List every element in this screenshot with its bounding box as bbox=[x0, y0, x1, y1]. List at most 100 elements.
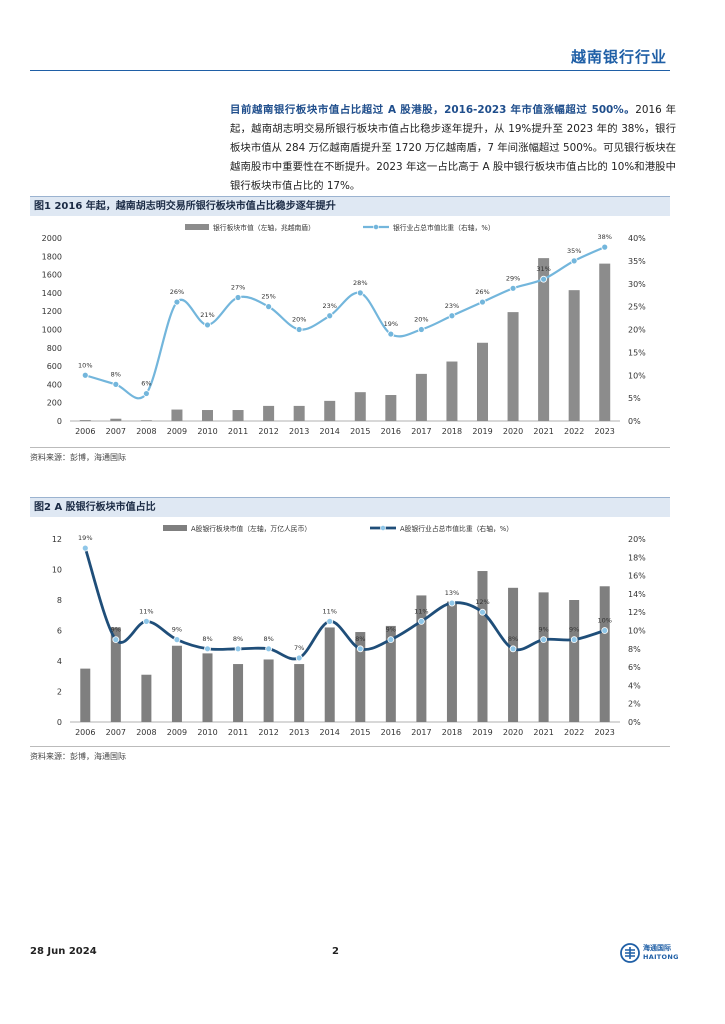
fig1-x-tick: 2010 bbox=[197, 427, 217, 436]
fig2-x-tick: 2015 bbox=[350, 728, 370, 737]
fig2-bar bbox=[569, 600, 580, 722]
fig1-legend-line-label: 银行业占总市值比重（右轴，%） bbox=[393, 223, 495, 232]
fig2-y-left-tick: 6 bbox=[57, 627, 62, 636]
fig2-line-point bbox=[326, 617, 334, 625]
intro-lead: 目前越南银行板块市值占比超过 A 股港股，2016-2023 年市值涨幅超过 5… bbox=[230, 104, 636, 116]
fig1-bar bbox=[202, 410, 213, 421]
logo-text-cn: 海通国际 bbox=[643, 944, 671, 952]
fig1-data-label: 23% bbox=[445, 302, 459, 310]
fig1-line-point bbox=[387, 330, 395, 338]
fig1-line-point bbox=[112, 380, 120, 388]
figure1-source-divider bbox=[30, 447, 670, 448]
fig2-y-right-tick: 16% bbox=[628, 572, 646, 581]
fig1-data-label: 20% bbox=[292, 316, 306, 324]
fig1-data-label: 35% bbox=[567, 247, 581, 255]
fig2-line-point bbox=[81, 544, 89, 552]
fig2-legend-line-marker bbox=[380, 525, 386, 531]
fig2-x-tick: 2006 bbox=[75, 728, 95, 737]
fig1-line-point bbox=[448, 312, 456, 320]
fig2-bar bbox=[233, 664, 244, 722]
fig2-x-tick: 2020 bbox=[503, 728, 523, 737]
fig2-data-label: 7% bbox=[294, 644, 304, 652]
fig1-x-tick: 2021 bbox=[533, 427, 553, 436]
fig2-y-right-tick: 20% bbox=[628, 535, 646, 544]
fig1-y-right-tick: 0% bbox=[628, 417, 641, 426]
fig1-bar bbox=[324, 400, 336, 421]
fig1-x-tick: 2022 bbox=[564, 427, 584, 436]
fig1-x-tick: 2009 bbox=[167, 427, 187, 436]
fig2-bar bbox=[416, 595, 427, 722]
fig1-bar bbox=[507, 312, 519, 421]
fig1-x-tick: 2020 bbox=[503, 427, 523, 436]
fig1-y-right-tick: 10% bbox=[628, 371, 646, 380]
fig2-data-label: 19% bbox=[78, 534, 92, 542]
fig2-data-label: 8% bbox=[233, 635, 243, 643]
fig1-series-line bbox=[84, 246, 606, 400]
fig2-y-left-tick: 2 bbox=[57, 688, 62, 697]
fig2-data-label: 11% bbox=[414, 607, 428, 615]
fig2-legend-line-label: A股银行业占总市值比重（右轴，%） bbox=[400, 524, 513, 533]
fig1-x-tick: 2016 bbox=[381, 427, 401, 436]
fig2-bar bbox=[355, 632, 366, 722]
logo-text-en: HAITONG bbox=[643, 953, 679, 961]
fig2-data-label: 9% bbox=[569, 626, 579, 634]
header-divider bbox=[30, 70, 670, 71]
fig2-x-tick: 2011 bbox=[228, 728, 248, 737]
report-title: 越南银行行业 bbox=[570, 48, 667, 66]
fig1-line-point bbox=[356, 289, 364, 297]
fig1-bar bbox=[232, 410, 244, 421]
haitong-logo: 海通国际 HAITONG bbox=[620, 940, 680, 966]
fig1-line-point bbox=[326, 312, 334, 320]
fig2-line-point bbox=[509, 645, 517, 653]
figure2-source: 资料来源：彭博，海通国际 bbox=[30, 752, 126, 761]
fig1-line-point bbox=[204, 321, 211, 329]
fig1-y-left-tick: 600 bbox=[47, 362, 62, 371]
fig1-line-point bbox=[234, 294, 242, 301]
fig2-line-point bbox=[234, 645, 242, 653]
fig2-data-label: 8% bbox=[202, 635, 212, 643]
fig1-legend-bar-swatch bbox=[185, 224, 209, 230]
fig2-x-tick: 2023 bbox=[595, 728, 615, 737]
fig2-line-point bbox=[295, 654, 303, 662]
fig2-x-tick: 2014 bbox=[320, 728, 340, 737]
fig2-bar bbox=[477, 571, 488, 722]
fig1-x-tick: 2017 bbox=[411, 427, 431, 436]
fig1-y-left-tick: 200 bbox=[47, 399, 62, 408]
fig1-line-point bbox=[540, 275, 548, 283]
fig1-x-tick: 2014 bbox=[320, 427, 340, 436]
fig1-data-label: 25% bbox=[261, 293, 275, 301]
fig2-y-left-tick: 12 bbox=[52, 535, 62, 544]
fig2-x-tick: 2013 bbox=[289, 728, 309, 737]
fig2-bar bbox=[599, 586, 610, 722]
fig2-data-label: 9% bbox=[538, 626, 548, 634]
footer-date: 28 Jun 2024 bbox=[30, 946, 97, 957]
fig1-bar bbox=[538, 258, 550, 421]
fig1-legend-line-marker bbox=[373, 224, 379, 230]
fig2-line-point bbox=[601, 627, 609, 634]
fig1-y-right-tick: 35% bbox=[628, 257, 646, 266]
fig2-line-point bbox=[448, 599, 456, 607]
fig2-bar bbox=[446, 601, 457, 722]
fig1-data-label: 31% bbox=[536, 265, 550, 273]
fig2-series-line bbox=[83, 547, 606, 661]
fig1-bar bbox=[140, 420, 152, 421]
fig2-bar bbox=[538, 592, 549, 722]
fig1-y-right-tick: 15% bbox=[628, 348, 646, 357]
fig1-line-point bbox=[142, 390, 150, 397]
fig2-y-right-tick: 10% bbox=[628, 627, 646, 636]
fig1-bar bbox=[110, 418, 122, 421]
fig1-bar bbox=[415, 373, 427, 421]
fig2-bar bbox=[294, 664, 305, 722]
fig1-bar bbox=[446, 361, 458, 421]
fig2-line-point bbox=[265, 645, 273, 653]
fig1-y-left-tick: 2000 bbox=[42, 234, 62, 243]
fig1-x-tick: 2007 bbox=[106, 427, 126, 436]
fig1-data-label: 6% bbox=[141, 380, 151, 388]
fig2-line-point bbox=[142, 617, 150, 625]
fig1-line-point bbox=[479, 298, 486, 306]
intro-paragraph: 目前越南银行板块市值占比超过 A 股港股，2016-2023 年市值涨幅超过 5… bbox=[230, 101, 676, 196]
figure1-title: 图1 2016 年起，越南胡志明交易所银行板块市值占比稳步逐年提升 bbox=[30, 196, 670, 216]
haitong-logo-icon bbox=[620, 943, 640, 963]
fig1-y-right-tick: 30% bbox=[628, 280, 646, 289]
fig2-y-left-tick: 4 bbox=[57, 657, 62, 666]
